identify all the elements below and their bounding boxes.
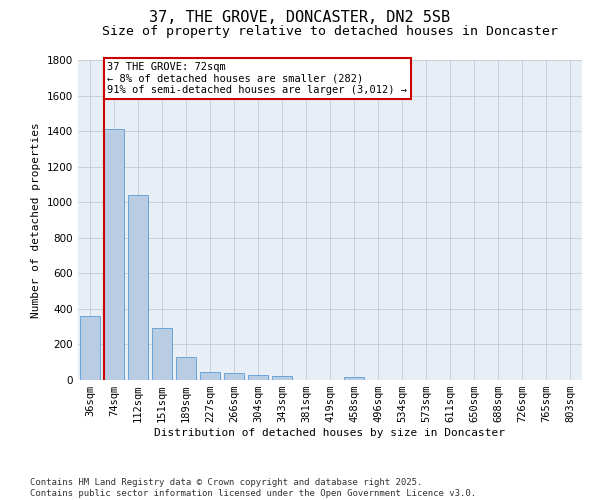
Y-axis label: Number of detached properties: Number of detached properties: [31, 122, 41, 318]
Bar: [80, 316, 100, 380]
Bar: [200, 372, 220, 380]
Text: 37, THE GROVE, DONCASTER, DN2 5SB: 37, THE GROVE, DONCASTER, DN2 5SB: [149, 10, 451, 25]
Bar: [344, 377, 364, 380]
Bar: [152, 328, 172, 380]
Text: 37 THE GROVE: 72sqm
← 8% of detached houses are smaller (282)
91% of semi-detach: 37 THE GROVE: 72sqm ← 8% of detached hou…: [107, 62, 407, 95]
Bar: [128, 195, 148, 380]
X-axis label: Distribution of detached houses by size in Doncaster: Distribution of detached houses by size …: [155, 428, 505, 438]
Bar: [224, 373, 244, 380]
Bar: [248, 375, 268, 380]
Bar: [104, 130, 124, 380]
Bar: [272, 376, 292, 380]
Text: Contains HM Land Registry data © Crown copyright and database right 2025.
Contai: Contains HM Land Registry data © Crown c…: [30, 478, 476, 498]
Bar: [176, 357, 196, 380]
Title: Size of property relative to detached houses in Doncaster: Size of property relative to detached ho…: [102, 25, 558, 38]
